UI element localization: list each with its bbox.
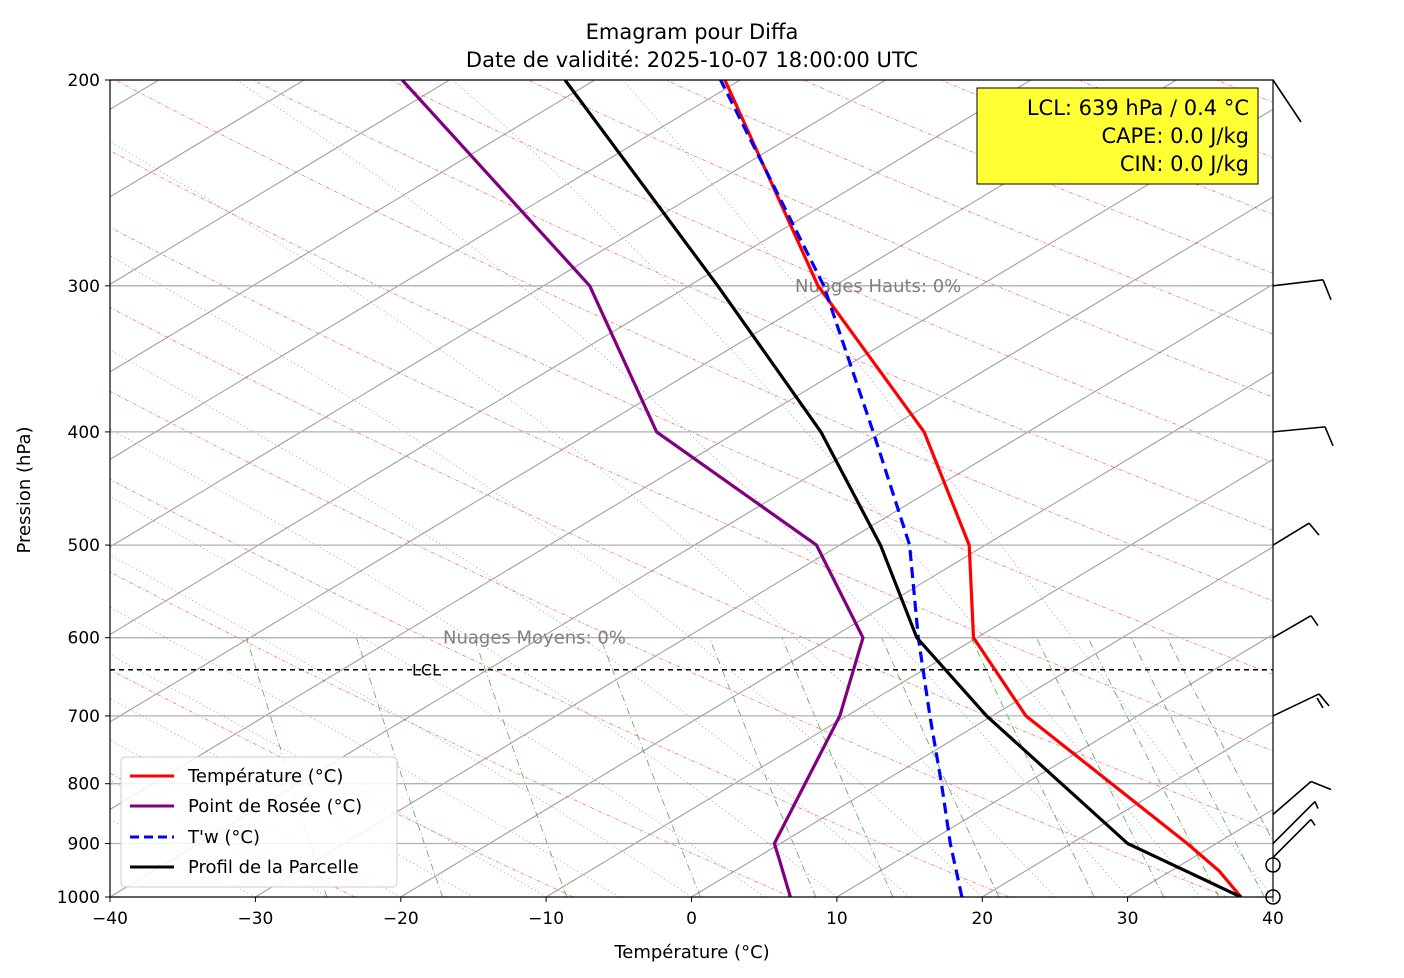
temperature-line [723,80,1243,897]
dry-adiabat-line [1078,80,1273,158]
legend-label-dewpoint: Point de Rosée (°C) [188,796,362,817]
y-tick-label: 300 [68,277,100,297]
x-tick-label: −20 [383,909,419,929]
wind-barbs [1265,79,1334,905]
wind-barb [1272,522,1320,546]
mixing-ratio-line [473,637,568,897]
wind-barb [1272,79,1302,123]
x-tick-label: 20 [971,909,993,929]
legend-box [120,756,398,888]
info-box: LCL: 639 hPa / 0.4 °C CAPE: 0.0 J/kg CIN… [976,87,1259,185]
info-box-background [976,87,1259,185]
isotherm-line [545,458,1273,897]
cloud-label-high: Nuages Hauts: 0% [795,276,961,297]
data-series [401,80,1243,897]
isotherm-line [0,80,13,897]
x-axis-label: Température (°C) [613,942,769,963]
dry-adiabat-line [803,80,1273,274]
y-tick-label: 900 [68,835,100,855]
y-tick-label: 600 [68,629,100,649]
isotherm-line [110,80,886,548]
mixing-ratio-line [1087,637,1220,897]
dewpoint-line [401,80,865,897]
y-tick-label: 500 [68,536,100,556]
wind-barb [1272,693,1330,717]
wind-barb [1272,800,1319,845]
isotherm-line [691,546,1273,897]
dry-adiabat-line [390,80,1273,463]
info-box-cin: CIN: 0.0 J/kg [1120,152,1249,176]
lcl-annotation: LCL [110,661,1273,680]
dry-adiabat-line [527,80,1273,398]
isotherm-line [400,371,1273,897]
y-tick-label: 200 [68,71,100,91]
isotherm-line [110,80,1032,636]
y-tick-label: 700 [68,707,100,727]
lcl-label: LCL [412,661,441,680]
y-tick-label: 400 [68,423,100,443]
y-axis-label: Pression (hPa) [14,426,35,553]
legend-label-parcel: Profil de la Parcelle [188,857,359,878]
legend: Température (°C) Point de Rosée (°C) T'w… [120,756,398,888]
wind-barb [1272,818,1316,858]
mixing-ratio-line [970,637,1095,897]
chart-title: Emagram pour Diffa [586,20,799,44]
dry-adiabat-line [110,478,1010,897]
y-tick-label: 800 [68,775,100,795]
wind-barb [1272,279,1332,301]
moist-adiabat-line [110,141,1056,897]
cloud-label-mid: Nuages Moyens: 0% [443,628,626,649]
isotherm-line [110,80,741,461]
wind-barb [1272,426,1334,447]
x-tick-label: −30 [237,909,273,929]
wind-barb [1272,614,1319,639]
isotherm-line [110,80,596,373]
x-tick-label: −40 [92,909,128,929]
x-ticks: −40 −30 −20 −10 0 10 20 30 40 [92,897,1284,929]
info-box-cape: CAPE: 0.0 J/kg [1101,124,1249,148]
x-tick-label: 10 [826,909,848,929]
isotherm-line [1127,808,1273,897]
chart-subtitle: Date de validité: 2025-10-07 18:00:00 UT… [466,48,918,72]
dry-adiabat-line [940,80,1273,215]
moist-adiabat-line [622,80,1273,897]
x-tick-label: 0 [686,909,697,929]
dry-adiabat-line [1354,80,1404,897]
mixing-ratio-line [708,637,817,897]
x-tick-label: −10 [528,909,564,929]
isotherm-line [836,633,1273,897]
mixing-ratio-line [881,637,1000,897]
y-ticks: 1000 900 800 700 600 500 400 300 200 [57,71,110,908]
wind-barb [1272,780,1332,816]
wind-barb [1265,889,1281,905]
mixing-ratio-line [1036,637,1165,897]
wind-barb [1265,857,1281,873]
x-tick-label: 30 [1117,909,1139,929]
isotherm-line [982,721,1273,897]
info-box-lcl: LCL: 639 hPa / 0.4 °C [1027,96,1249,120]
mixing-ratio-line [600,637,701,897]
parcel-line [563,80,1242,897]
legend-label-temperature: Température (°C) [187,766,343,787]
mixing-ratio-line [781,637,894,897]
dry-adiabat-line [1215,80,1273,103]
y-tick-label: 1000 [57,888,100,908]
isotherm-line [255,283,1273,897]
mixing-ratio-line [1166,637,1273,842]
legend-label-wetbulb: T'w (°C) [187,827,260,848]
dry-adiabat-line [115,80,1273,602]
isotherm-line [1272,896,1273,897]
x-tick-label: 40 [1262,909,1284,929]
